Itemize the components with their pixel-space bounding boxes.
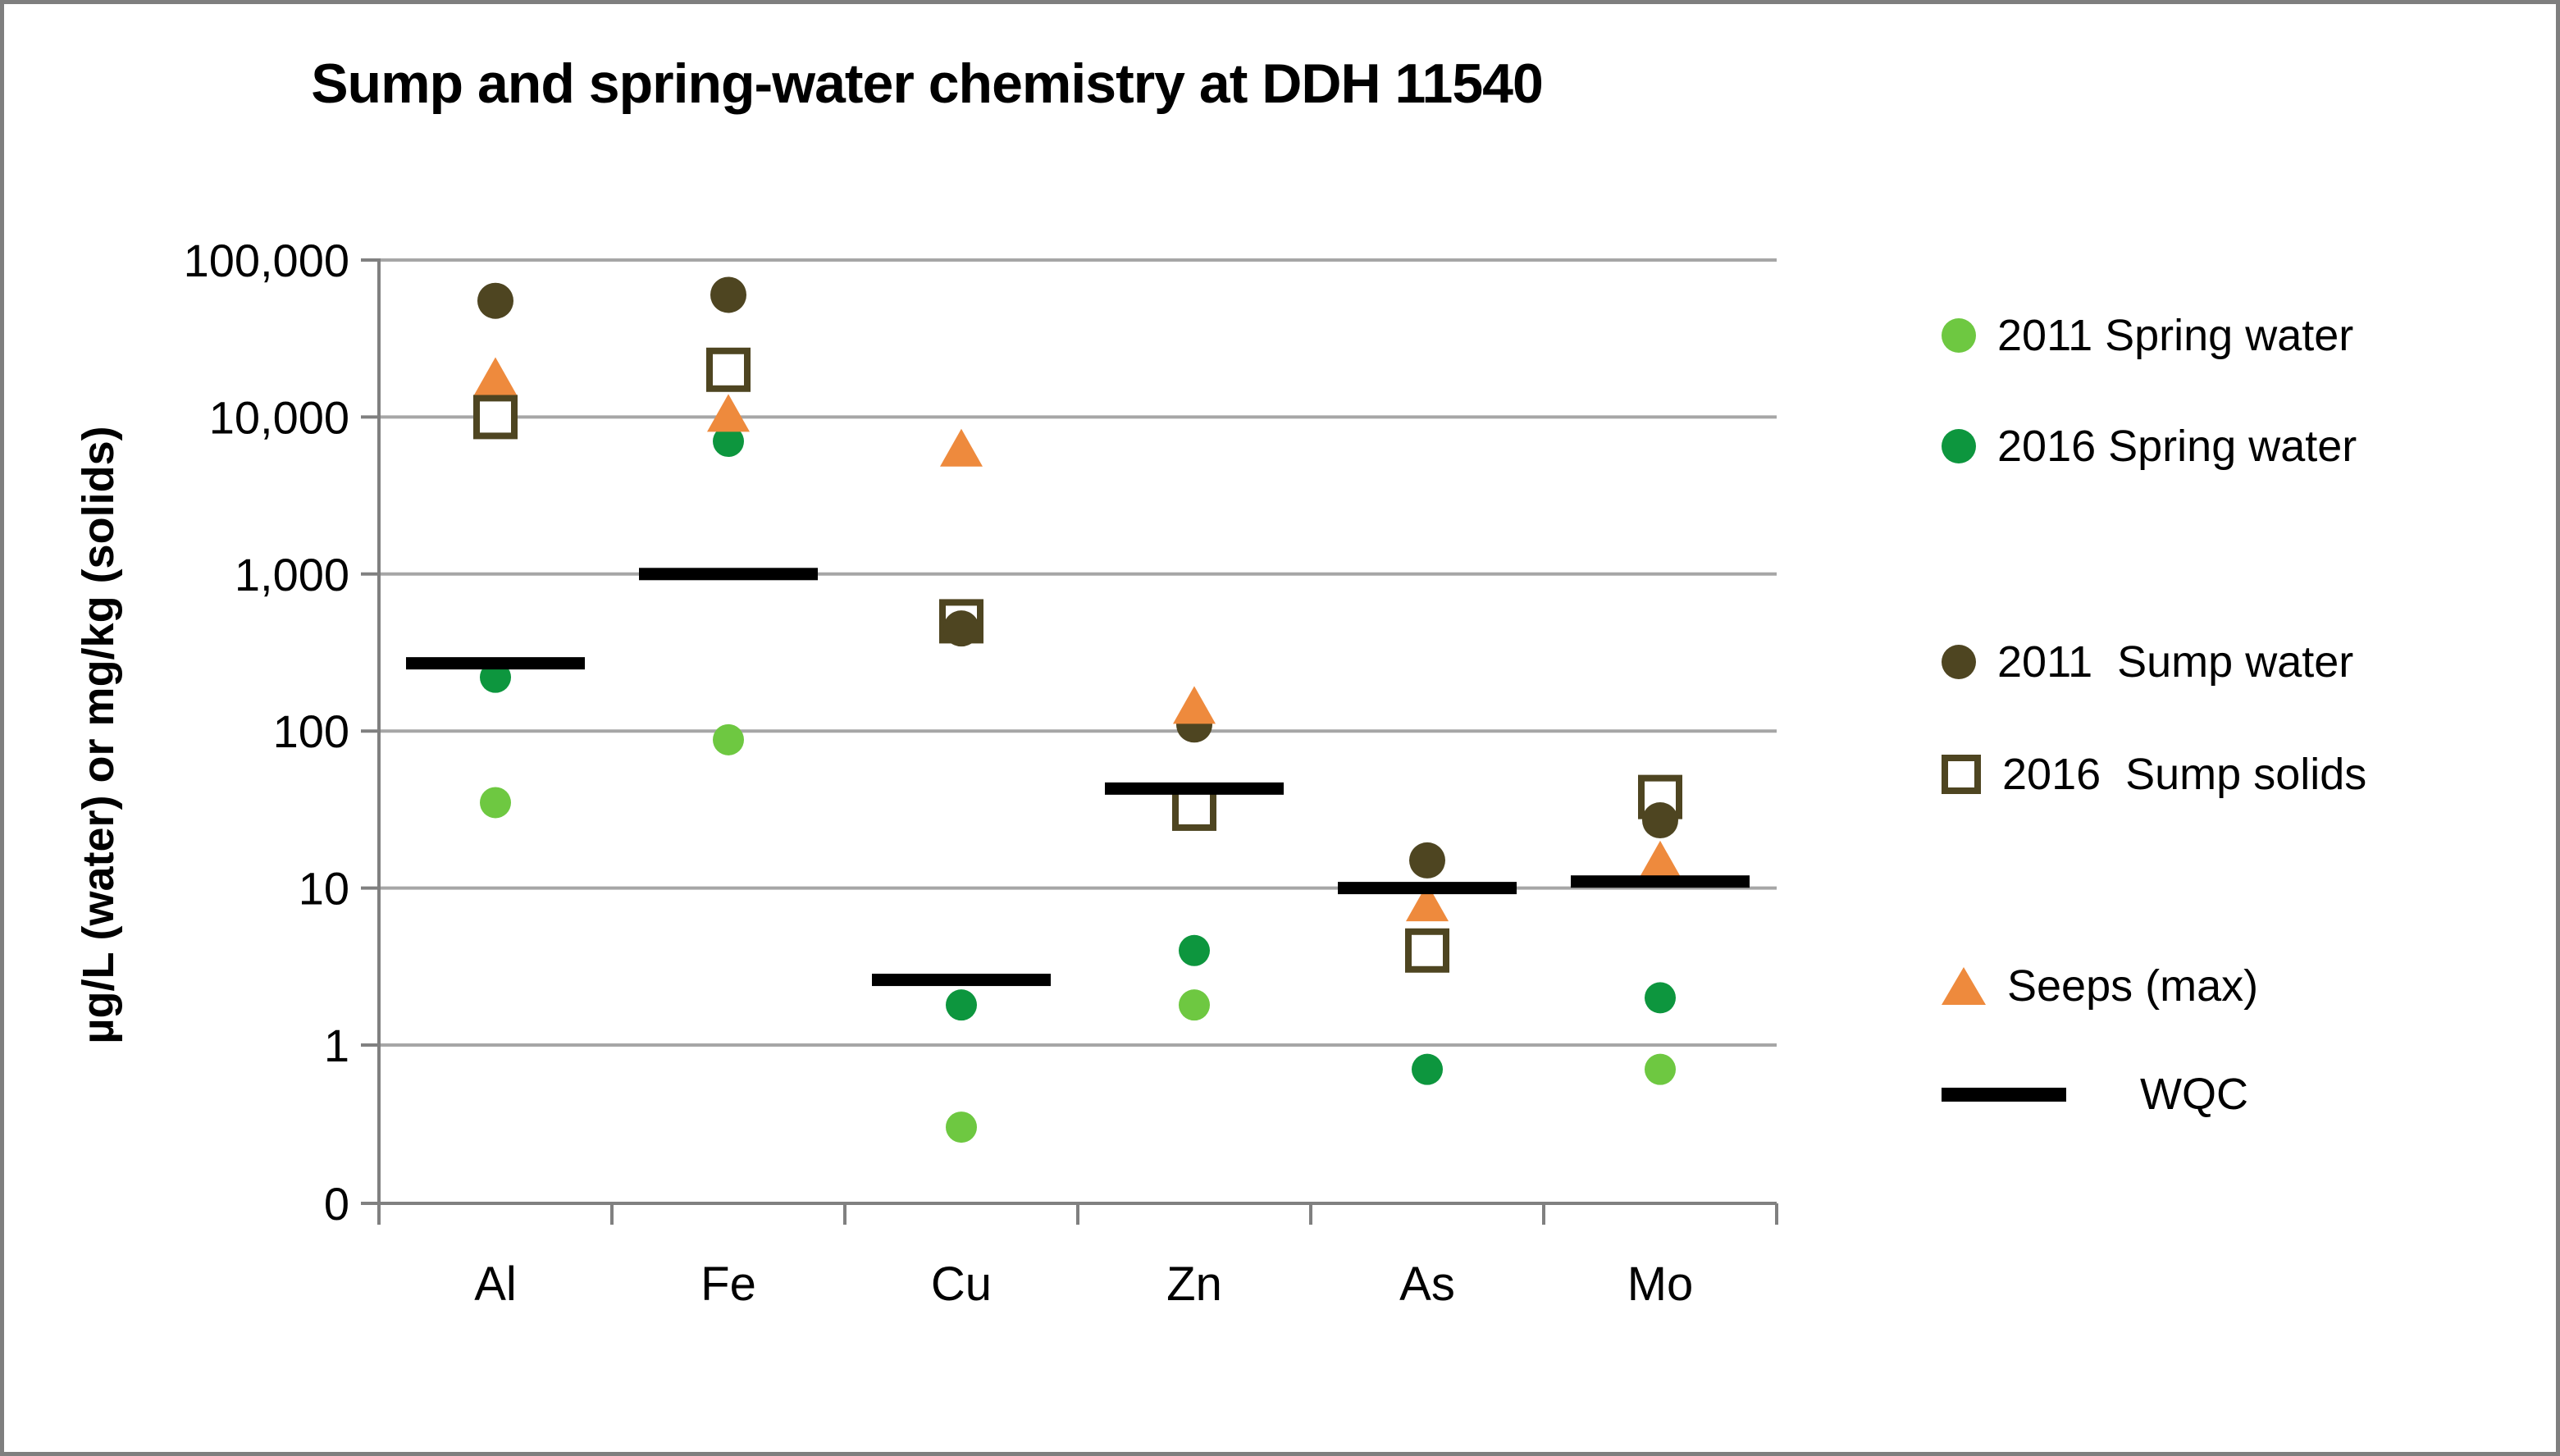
y-tick-label-1: 1: [324, 1020, 349, 1071]
legend-label: Seeps (max): [2007, 961, 2259, 1011]
open-square-marker-icon: [1942, 755, 1981, 794]
x-category-label-zn: Zn: [1166, 1257, 1222, 1311]
chart-title: Sump and spring-water chemistry at DDH 1…: [311, 52, 1544, 115]
point-zn-seeps-max: [1173, 686, 1216, 724]
wqc-line-marker-icon: [1942, 1087, 2066, 1102]
point-fe-2011-sump-water: [710, 276, 746, 313]
legend-label: WQC: [2140, 1070, 2248, 1119]
x-category-label-fe: Fe: [700, 1257, 756, 1311]
y-tick-label-10: 10: [299, 863, 349, 915]
legend-item-2011-spring-water: 2011 Spring water: [1942, 310, 2353, 361]
y-tick-label-100: 100: [273, 705, 349, 757]
wqc-bar-al: [406, 657, 585, 670]
legend-item-seeps-max: Seeps (max): [1942, 961, 2258, 1011]
point-al-2016-sump-solids: [473, 395, 518, 440]
y-tick-label-0: 0: [324, 1178, 349, 1230]
point-as-2016-sump-solids: [1405, 928, 1449, 973]
y-tick-label-10000: 10,000: [209, 391, 349, 443]
point-zn-2016-spring-water: [1179, 934, 1210, 966]
legend-item-2016-spring-water: 2016 Spring water: [1942, 421, 2357, 472]
legend-label: 2011 Spring water: [1997, 311, 2354, 360]
circle-marker-icon: [1942, 645, 1976, 679]
point-fe-2016-sump-solids: [706, 347, 751, 392]
wqc-bar-as: [1338, 882, 1517, 895]
point-fe-2016-spring-water: [713, 426, 744, 458]
point-mo-2011-spring-water: [1645, 1053, 1676, 1085]
y-tick-label-1000: 1,000: [235, 549, 349, 600]
legend-item-2016-sump-solids: 2016 Sump solids: [1942, 749, 2366, 800]
legend-label: 2016 Sump solids: [2002, 750, 2367, 799]
point-as-seeps-max: [1406, 883, 1449, 922]
wqc-bar-cu: [872, 974, 1051, 987]
x-category-label-al: Al: [474, 1257, 517, 1311]
wqc-bar-mo: [1571, 875, 1750, 888]
x-category-label-mo: Mo: [1627, 1257, 1694, 1311]
circle-marker-icon: [1942, 318, 1976, 353]
point-al-2011-spring-water: [480, 787, 511, 819]
point-al-2016-spring-water: [480, 661, 511, 693]
point-as-2011-sump-water: [1409, 842, 1445, 879]
legend: 2011 Spring water 2016 Spring water 2011…: [4, 4, 2556, 1452]
point-mo-seeps-max: [1639, 840, 1682, 879]
point-as-2016-spring-water: [1412, 1053, 1443, 1085]
x-category-label-cu: Cu: [931, 1257, 992, 1311]
point-cu-2016-spring-water: [946, 989, 977, 1021]
point-zn-2011-spring-water: [1179, 989, 1210, 1021]
point-cu-2011-sump-water: [943, 610, 979, 647]
point-cu-2011-spring-water: [946, 1111, 977, 1143]
circle-marker-icon: [1942, 429, 1976, 463]
legend-item-wqc: WQC: [1942, 1069, 2248, 1120]
point-al-2011-sump-water: [477, 282, 513, 319]
legend-label: 2011 Sump water: [1997, 637, 2354, 687]
point-fe-2011-spring-water: [713, 723, 744, 755]
point-fe-seeps-max: [707, 394, 750, 432]
point-al-seeps-max: [474, 357, 517, 395]
point-cu-seeps-max: [940, 428, 983, 467]
point-mo-2016-spring-water: [1645, 982, 1676, 1014]
x-category-label-as: As: [1399, 1257, 1455, 1311]
legend-label: 2016 Spring water: [1997, 422, 2357, 471]
triangle-marker-icon: [1942, 967, 1986, 1005]
wqc-bar-fe: [639, 568, 818, 581]
y-tick-label-100000: 100,000: [184, 235, 349, 286]
point-mo-2011-sump-water: [1642, 802, 1678, 839]
wqc-bar-zn: [1105, 782, 1284, 795]
legend-item-2011-sump-water: 2011 Sump water: [1942, 637, 2353, 687]
